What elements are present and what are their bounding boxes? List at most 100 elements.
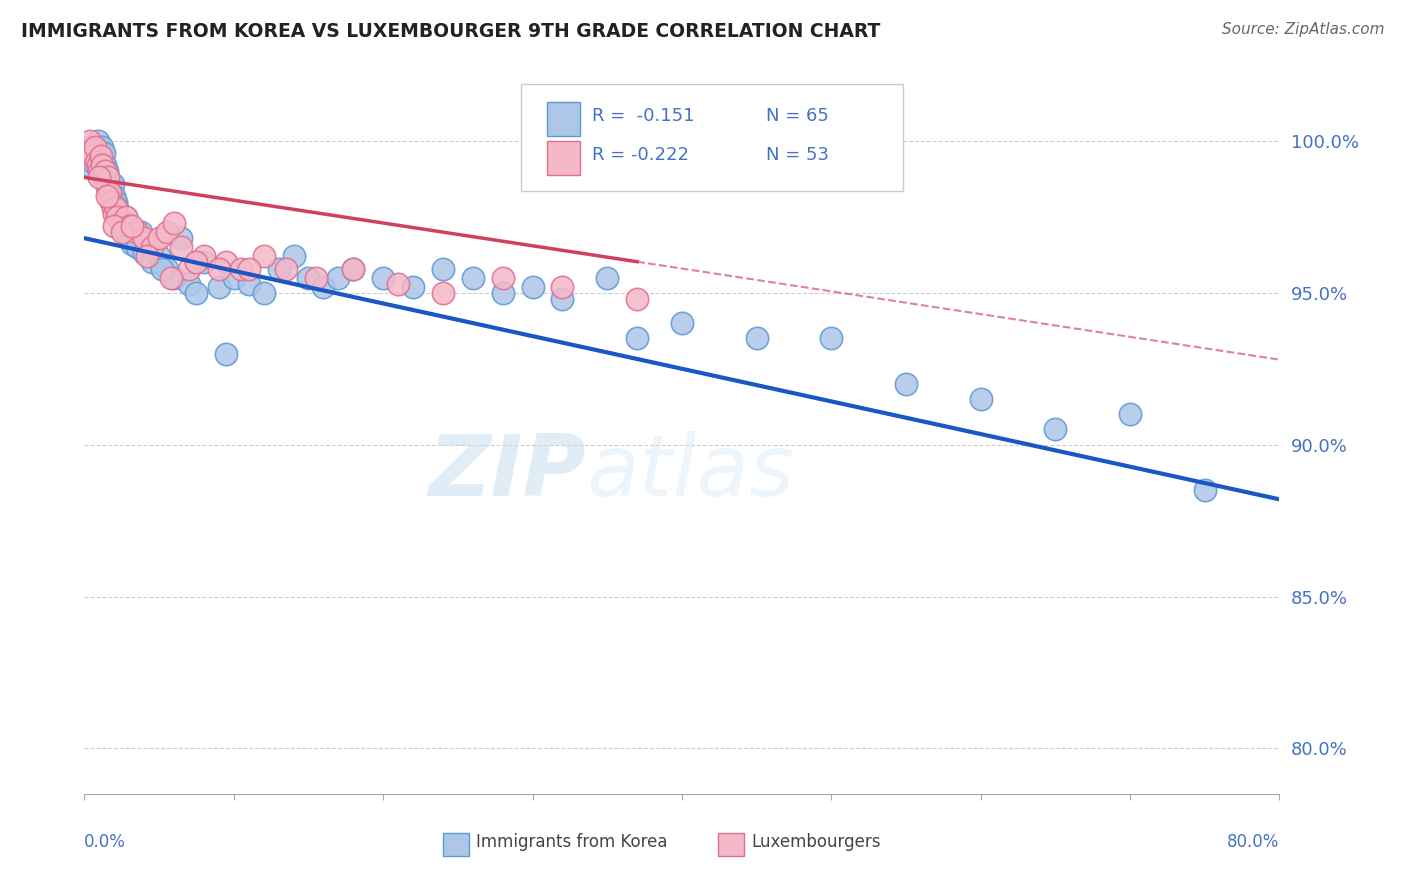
Point	[432, 261, 454, 276]
Point	[238, 261, 260, 276]
Point	[1194, 483, 1216, 498]
Point	[193, 255, 215, 269]
Text: 0.0%: 0.0%	[84, 833, 127, 851]
Point	[894, 376, 917, 391]
Point	[253, 285, 276, 300]
Text: Source: ZipAtlas.com: Source: ZipAtlas.com	[1222, 22, 1385, 37]
Point	[97, 170, 120, 185]
Point	[118, 219, 141, 233]
Point	[253, 249, 276, 263]
Point	[186, 255, 208, 269]
Point	[222, 270, 245, 285]
Point	[141, 240, 163, 254]
Bar	[547, 102, 581, 136]
Point	[432, 285, 454, 300]
Point	[671, 316, 693, 330]
Point	[107, 210, 129, 224]
Point	[177, 261, 200, 276]
Point	[492, 285, 515, 300]
Point	[970, 392, 993, 406]
Point	[148, 249, 170, 263]
Point	[522, 279, 544, 293]
Point	[402, 279, 425, 293]
Point	[77, 140, 100, 154]
Point	[163, 216, 186, 230]
Point	[170, 231, 193, 245]
Point	[551, 292, 574, 306]
Point	[208, 279, 231, 293]
Point	[104, 194, 127, 209]
Point	[100, 186, 122, 200]
Point	[83, 146, 105, 161]
Point	[83, 140, 105, 154]
Point	[461, 270, 484, 285]
Point	[89, 170, 111, 185]
Point	[170, 240, 193, 254]
Point	[100, 194, 122, 209]
Point	[129, 225, 152, 239]
Point	[118, 231, 141, 245]
Point	[91, 158, 114, 172]
Point	[312, 279, 335, 293]
Point	[215, 346, 238, 360]
Point	[90, 149, 112, 163]
Text: N = 65: N = 65	[766, 107, 828, 125]
Point	[136, 249, 159, 263]
Point	[238, 277, 260, 291]
Point	[328, 270, 350, 285]
Point	[297, 270, 319, 285]
Point	[103, 207, 125, 221]
Point	[1045, 422, 1067, 436]
Point	[98, 186, 121, 200]
Point	[163, 270, 186, 285]
Point	[93, 146, 115, 161]
Point	[101, 177, 124, 191]
Point	[111, 216, 134, 230]
Point	[111, 225, 134, 239]
Text: ZIP: ZIP	[429, 431, 586, 515]
Point	[125, 240, 148, 254]
Point	[155, 261, 177, 276]
Point	[96, 179, 118, 194]
Point	[267, 261, 290, 276]
Point	[79, 134, 101, 148]
Point	[93, 170, 115, 185]
Point	[150, 261, 173, 276]
Point	[274, 261, 297, 276]
Point	[105, 210, 128, 224]
Point	[94, 158, 117, 172]
Bar	[718, 833, 744, 856]
Point	[103, 219, 125, 233]
Point	[115, 210, 138, 224]
Text: R =  -0.151: R = -0.151	[592, 107, 695, 125]
Point	[596, 270, 619, 285]
Point	[101, 201, 124, 215]
Text: atlas: atlas	[586, 431, 794, 515]
Bar	[547, 141, 581, 175]
Point	[86, 140, 108, 154]
Point	[820, 331, 842, 345]
Point	[215, 255, 238, 269]
Point	[121, 237, 143, 252]
Point	[86, 155, 108, 169]
Point	[141, 255, 163, 269]
Point	[89, 143, 111, 157]
Point	[208, 261, 231, 276]
Point	[77, 158, 100, 172]
Point	[94, 164, 117, 178]
Point	[96, 164, 118, 178]
Point	[551, 279, 574, 293]
Point	[342, 261, 364, 276]
Point	[97, 170, 120, 185]
Point	[626, 331, 648, 345]
Point	[387, 277, 409, 291]
Point	[115, 210, 138, 224]
Text: Luxembourgers: Luxembourgers	[751, 833, 880, 851]
Point	[373, 270, 395, 285]
Point	[96, 188, 118, 202]
Point	[89, 164, 111, 178]
Point	[193, 249, 215, 263]
Point	[626, 292, 648, 306]
Point	[114, 225, 136, 239]
Point	[103, 188, 125, 202]
